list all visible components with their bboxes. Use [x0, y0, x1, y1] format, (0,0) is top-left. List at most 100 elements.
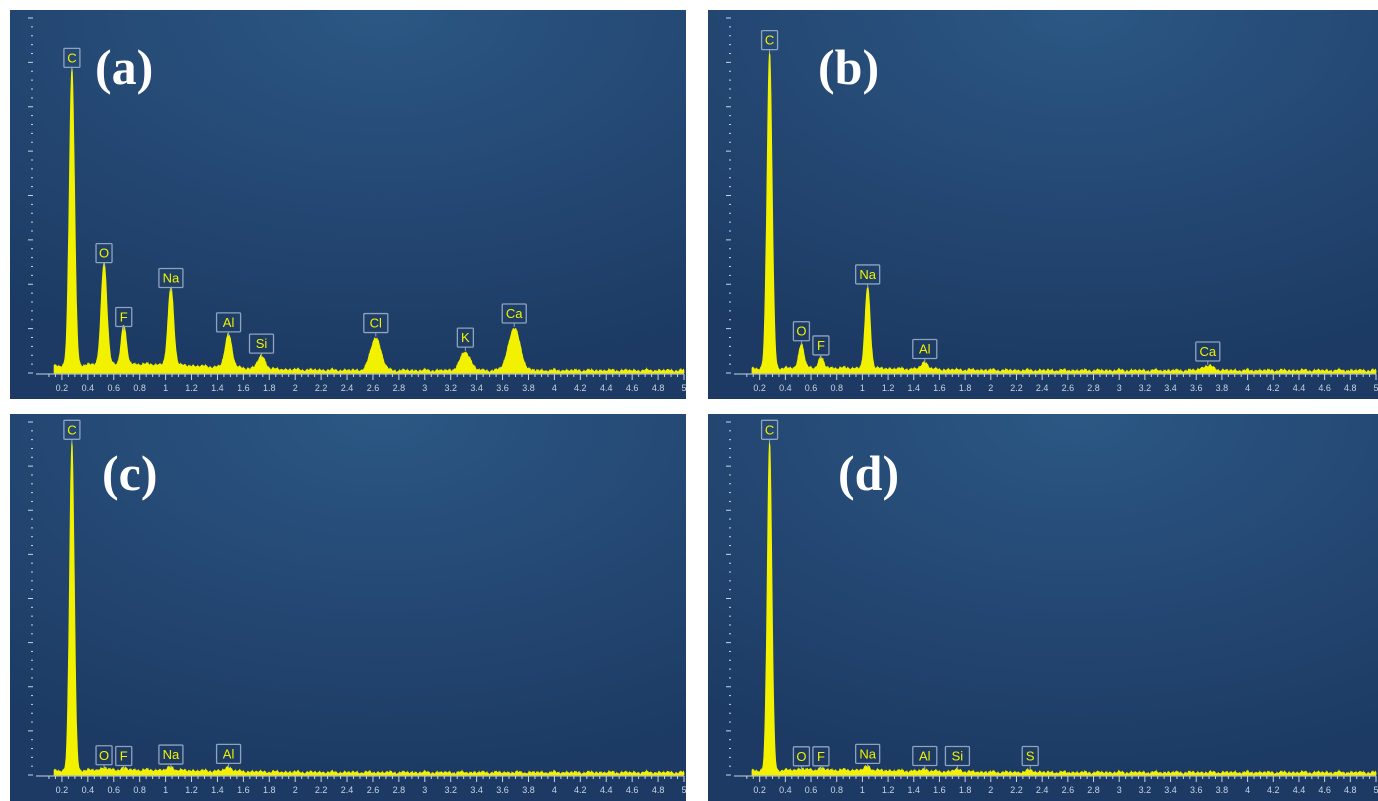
element-label-text: F: [817, 749, 825, 764]
x-tick-label: 3.4: [1164, 785, 1177, 795]
panel-label: (d): [838, 445, 899, 501]
element-label-ca: Ca: [501, 303, 527, 327]
element-label-text: Na: [859, 746, 876, 761]
x-tick-label: 4.6: [1318, 785, 1331, 795]
x-tick-label: 4.2: [1267, 383, 1280, 393]
x-tick-label: 2: [293, 785, 298, 795]
element-label-text: C: [765, 422, 774, 437]
element-label-f: F: [812, 335, 830, 359]
panel-label: (c): [102, 445, 158, 501]
element-label-text: Ca: [1199, 344, 1216, 359]
x-tick-label: 4.6: [626, 785, 639, 795]
x-tick-label: 0.6: [805, 383, 818, 393]
element-label-text: F: [120, 748, 128, 763]
element-label-s: S: [1021, 745, 1039, 770]
spectrum-area: [751, 52, 1377, 374]
x-tick-label: 3.4: [1164, 383, 1177, 393]
x-tick-label: 3: [422, 383, 427, 393]
x-tick-label: 1.8: [959, 785, 972, 795]
x-tick-label: 1.6: [237, 383, 250, 393]
x-tick-label: 1.6: [237, 785, 250, 795]
x-tick-label: 1.4: [211, 785, 224, 795]
x-tick-label: 3.8: [1216, 383, 1229, 393]
element-label-si: Si: [944, 745, 971, 770]
x-tick-label: 3: [1117, 785, 1122, 795]
x-tick-label: 4.8: [652, 383, 665, 393]
x-tick-label: 0.2: [56, 785, 69, 795]
x-tick-label: 4.2: [574, 785, 587, 795]
spectrum-panel-b: 0.2 0.4 0.6 0.8 1 1.2 1.4 1.6 1.8 2 2.2 2.4 2.6 2.8 3 3…: [708, 10, 1378, 399]
element-label-na: Na: [855, 743, 881, 768]
x-tick-label: 4.4: [1293, 785, 1306, 795]
x-tick-label: 3.2: [444, 785, 457, 795]
element-label-f: F: [812, 746, 830, 770]
spectrum-panel-a: 0.2 0.4 0.6 0.8 1 1.2 1.4 1.6 1.8 2 2.2 2.4 2.6 2.8 3 3…: [10, 10, 686, 399]
element-label-text: Al: [223, 315, 235, 330]
panel-label: (b): [818, 39, 879, 95]
element-label-f: F: [115, 306, 133, 331]
x-tick-label: 3.2: [444, 383, 457, 393]
element-label-text: Na: [163, 270, 180, 285]
x-tick-label: 1.2: [882, 383, 895, 393]
x-tick-label: 1.4: [211, 383, 224, 393]
element-label-si: Si: [248, 333, 275, 358]
x-tick-label: 4.2: [574, 383, 587, 393]
element-label-o: O: [792, 321, 811, 345]
element-label-text: O: [99, 748, 109, 763]
element-label-box: [1021, 745, 1039, 767]
element-label-o: O: [95, 745, 113, 769]
x-tick-label: 4.6: [1318, 383, 1331, 393]
x-tick-label: 1.8: [959, 383, 972, 393]
spectrum-area: [751, 441, 1377, 776]
element-label-box: [944, 745, 971, 767]
x-tick-label: 4: [1245, 785, 1250, 795]
x-tick-label: 5: [681, 383, 686, 393]
x-tick-label: 2.6: [367, 383, 380, 393]
element-label-f: F: [115, 745, 133, 770]
x-tick-label: 3: [422, 785, 427, 795]
element-label-text: C: [67, 50, 76, 65]
x-tick-label: 3.8: [522, 785, 535, 795]
x-tick-label: 4.4: [600, 383, 613, 393]
element-label-text: Si: [952, 748, 964, 763]
element-label-na: Na: [158, 744, 184, 769]
element-label-o: O: [95, 242, 113, 267]
element-label-text: C: [765, 33, 774, 48]
element-label-al: Al: [215, 312, 242, 336]
element-label-c: C: [760, 419, 779, 444]
x-tick-label: 3.8: [522, 383, 535, 393]
x-tick-label: 2.4: [1036, 785, 1049, 795]
x-tick-label: 0.2: [56, 383, 69, 393]
element-label-al: Al: [912, 338, 938, 363]
x-tick-label: 3: [1117, 383, 1122, 393]
element-label-text: O: [99, 246, 109, 261]
x-tick-label: 1: [163, 785, 168, 795]
x-tick-label: 0.4: [82, 383, 95, 393]
x-tick-label: 2.8: [393, 785, 406, 795]
x-tick-label: 0.6: [108, 785, 121, 795]
element-label-cl: Cl: [363, 312, 389, 337]
x-tick-label: 1.6: [933, 383, 946, 393]
x-tick-label: 4.4: [600, 785, 613, 795]
element-label-o: O: [792, 746, 811, 770]
x-tick-label: 1.8: [263, 383, 276, 393]
x-tick-label: 4.8: [1344, 785, 1357, 795]
x-tick-label: 3.2: [1139, 383, 1152, 393]
x-tick-label: 3.4: [470, 785, 483, 795]
element-label-box: [158, 744, 184, 765]
x-tick-label: 1.4: [908, 785, 921, 795]
x-tick-label: 2.6: [1062, 785, 1075, 795]
element-label-text: K: [461, 330, 470, 345]
x-tick-label: 3.6: [1190, 383, 1203, 393]
x-tick-label: 2: [988, 383, 993, 393]
element-label-text: C: [67, 422, 76, 437]
x-tick-label: 2: [293, 383, 298, 393]
plot-background: [10, 414, 686, 801]
x-tick-label: 4: [552, 785, 557, 795]
x-tick-label: 2.6: [1062, 383, 1075, 393]
x-tick-label: 1: [860, 383, 865, 393]
x-tick-label: 3.6: [1190, 785, 1203, 795]
x-tick-label: 4: [552, 383, 557, 393]
element-label-text: F: [120, 310, 128, 325]
element-label-text: Al: [919, 748, 931, 763]
